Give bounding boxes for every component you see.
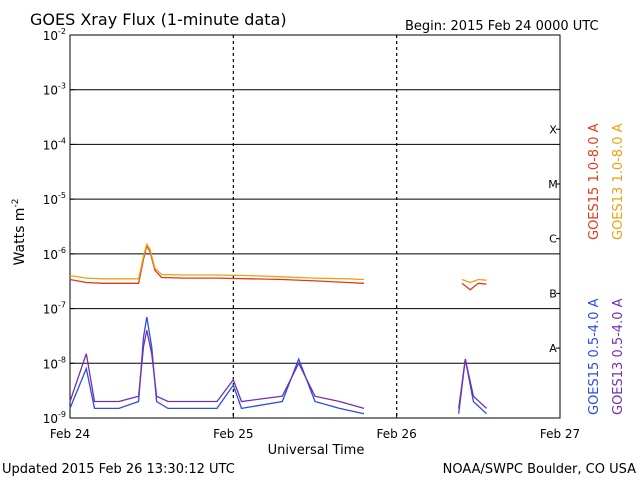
x-axis-label: Universal Time xyxy=(268,443,365,458)
series-line-goes15-1-0-8-0-a-1 xyxy=(461,282,487,291)
plot-frame xyxy=(69,34,561,419)
flare-class-scale: X M C B A xyxy=(548,123,560,355)
y-axis-label-main: Watts m xyxy=(12,208,28,266)
flare-class-x: X xyxy=(549,123,557,136)
x-tick-label: Feb 25 xyxy=(213,427,253,441)
x-tick-label: Feb 26 xyxy=(376,427,416,441)
chart-title: GOES Xray Flux (1-minute data) xyxy=(30,10,287,29)
series-line-goes13-1-0-8-0-a-1 xyxy=(461,278,487,284)
series-line-goes15-0-5-4-0-a-0 xyxy=(69,316,365,415)
y-tick-label: 10-4 xyxy=(43,136,66,152)
y-tick-label: 10-7 xyxy=(43,301,66,317)
legend-entry: GOES13 0.5-4.0 A xyxy=(611,298,626,415)
series-line-goes13-0-5-4-0-a-0 xyxy=(69,330,365,410)
legend-entry: GOES15 0.5-4.0 A xyxy=(587,298,602,415)
y-axis: 10-2 10-3 10-4 10-5 10-6 10-7 10-8 10-9 xyxy=(43,27,75,426)
flare-class-c: C xyxy=(549,233,557,246)
x-axis: Feb 24 Feb 25 Feb 26 Feb 27 xyxy=(50,413,580,441)
flare-class-a: A xyxy=(549,342,557,355)
svg-text:Watts m-2: Watts m-2 xyxy=(11,199,28,266)
x-tick-label: Feb 24 xyxy=(50,427,90,441)
y-tick-label: 10-6 xyxy=(43,246,66,262)
legend-entry: GOES13 1.0-8.0 A xyxy=(611,123,626,240)
x-tick-label: Feb 27 xyxy=(540,427,580,441)
y-tick-label: 10-8 xyxy=(43,355,66,371)
series-line-goes13-0-5-4-0-a-1 xyxy=(458,358,487,409)
begin-time: Begin: 2015 Feb 24 0000 UTC xyxy=(405,19,599,34)
updated-timestamp: Updated 2015 Feb 26 13:30:12 UTC xyxy=(2,462,235,477)
y-axis-label: Watts m-2 xyxy=(11,199,28,266)
y-axis-label-exp: -2 xyxy=(11,199,21,208)
legend-entry: GOES15 1.0-8.0 A xyxy=(587,123,602,240)
y-tick-label: 10-2 xyxy=(43,27,66,43)
data-source: NOAA/SWPC Boulder, CO USA xyxy=(443,462,636,477)
legend: GOES15 1.0-8.0 A GOES13 1.0-8.0 A GOES15 0… xyxy=(587,123,626,415)
series-line-goes15-0-5-4-0-a-1 xyxy=(458,358,487,415)
flare-class-m: M xyxy=(548,178,558,191)
y-tick-label: 10-9 xyxy=(43,410,66,426)
y-tick-label: 10-5 xyxy=(43,191,66,207)
series-line-goes15-1-0-8-0-a-0 xyxy=(69,244,365,284)
series-line-goes13-1-0-8-0-a-0 xyxy=(69,242,365,281)
flare-class-b: B xyxy=(549,287,557,300)
y-tick-label: 10-3 xyxy=(43,82,66,98)
plot-area xyxy=(69,34,561,419)
